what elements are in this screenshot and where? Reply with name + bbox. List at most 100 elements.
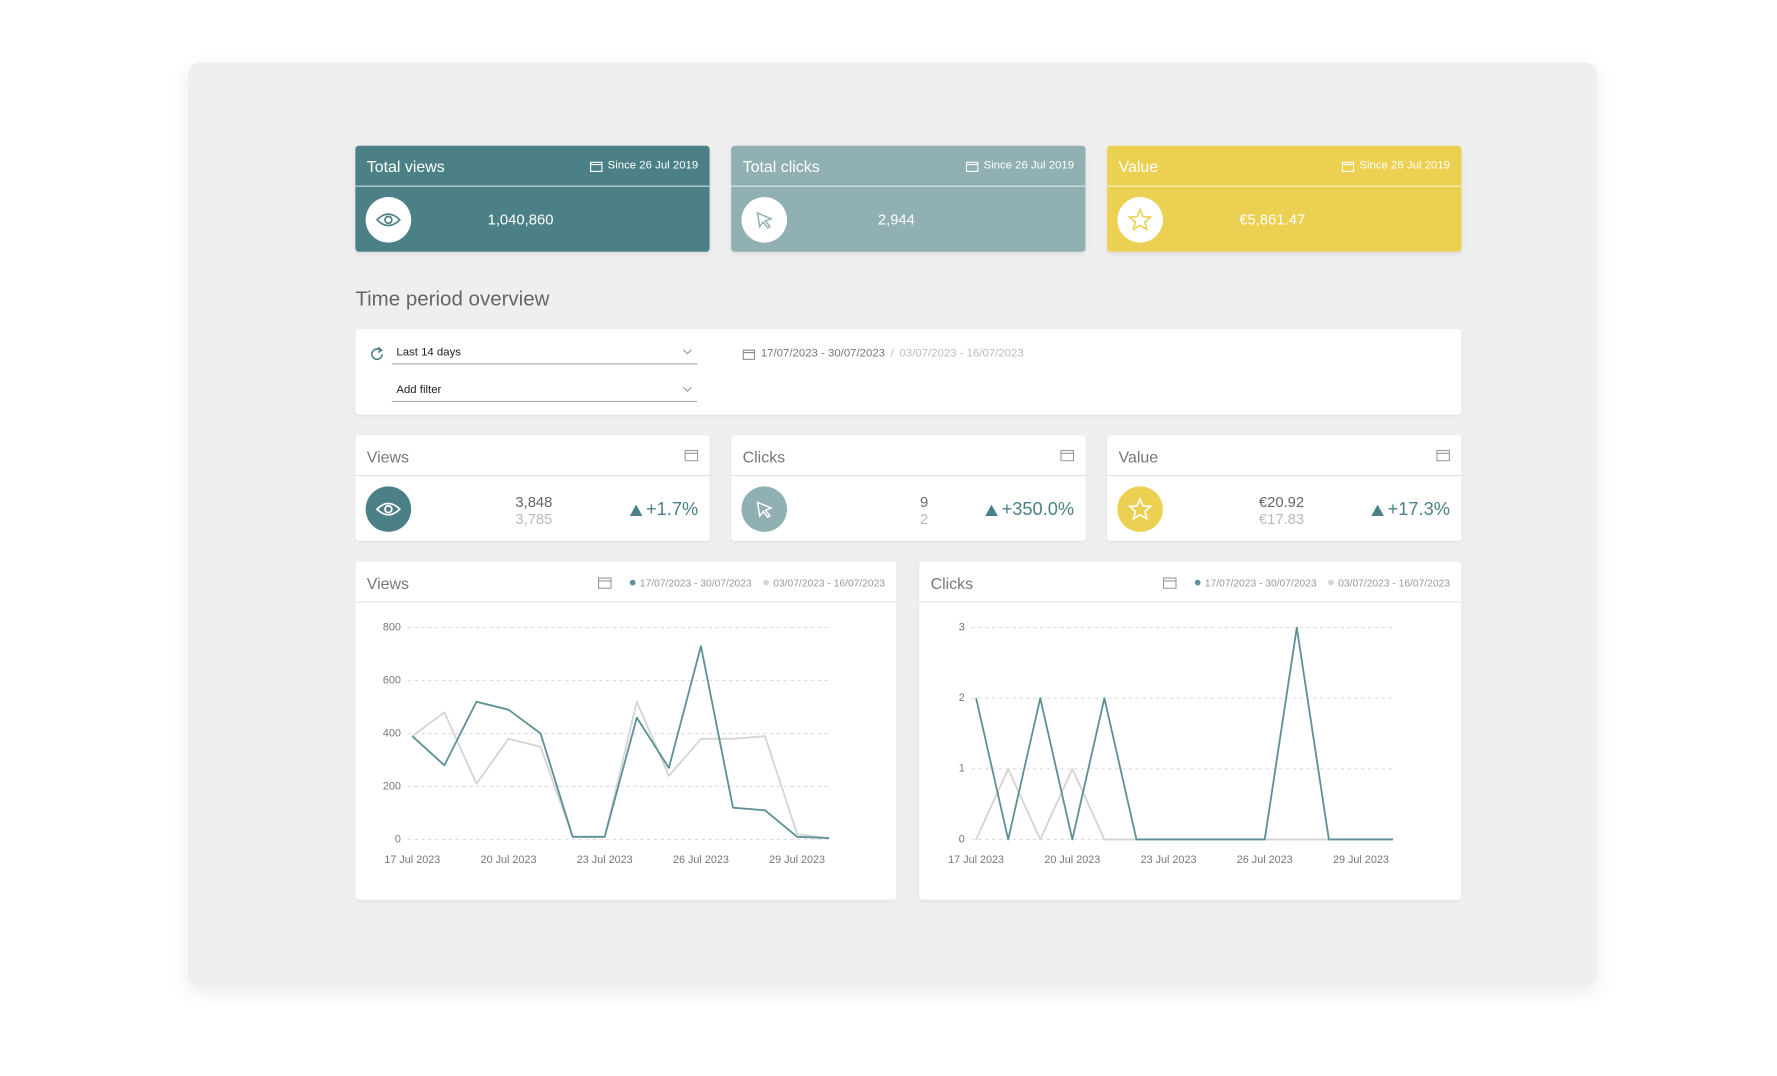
filter-box: Last 14 days Add filter 17/07/2023 - 30/… [355,329,1462,415]
calendar-icon[interactable] [1162,576,1177,589]
calendar-icon[interactable] [1436,449,1450,462]
card-header: Views [355,435,710,477]
change: +350.0% [985,500,1075,521]
y-tick-label: 0 [959,833,965,845]
y-tick-label: 2 [959,692,965,704]
legend-entry: 03/07/2023 - 16/07/2023 [1338,576,1450,589]
cursor-icon [741,197,788,243]
section-title: Time period overview [355,287,550,310]
card-title: Views [366,447,410,466]
card-value: 2,944 [877,210,915,228]
legend-entry: 17/07/2023 - 30/07/2023 [1204,576,1317,589]
calendar-icon [742,349,756,360]
x-tick-label: 29 Jul 2023 [769,854,825,866]
previous-value: 2 [920,510,929,528]
previous-value: €17.83 [1258,510,1305,528]
series-line [975,767,1393,841]
change: +1.7% [630,500,698,521]
chart: 0 200 400 600 800 17 Jul 2023 20 Jul 2023 23 Ju… [383,621,830,866]
summary-card: Total clicks Since 26 Jul 2019 2,944 [731,145,1086,252]
x-tick-label: 23 Jul 2023 [577,854,633,866]
change-text: +17.3% [1387,500,1450,520]
y-tick-label: 400 [383,727,401,739]
refresh-icon[interactable] [369,346,385,362]
stat-card: Value €20.92 €17.83 +17.3% [1107,435,1462,542]
card-header: Total views Since 26 Jul 2019 [355,146,710,187]
series-line [411,645,830,840]
legend-dot [1194,579,1201,586]
calendar-icon [1342,161,1355,172]
summary-card: Total views Since 26 Jul 2019 1,040,860 [355,145,710,252]
chevron [682,386,692,393]
up-arrow [985,504,999,516]
eye-icon [365,197,412,243]
x-tick-label: 20 Jul 2023 [1044,854,1100,866]
card-title: Value [1118,447,1159,466]
star-icon [1117,486,1163,532]
since-text: Since 26 Jul 2019 [607,159,699,172]
calendar-icon[interactable] [684,449,699,462]
series-line [411,700,830,840]
change-text: +350.0% [1001,500,1075,520]
cursor-icon [741,486,788,532]
card-header: Clicks [731,435,1086,477]
chart-title: Clicks [930,574,974,593]
period-dropdown[interactable]: Last 14 days [391,343,698,365]
card-header: Value Since 26 Jul 2019 [1107,146,1462,187]
x-tick-label: 17 Jul 2023 [948,854,1004,866]
y-tick-label: 600 [383,674,401,686]
since-text: Since 26 Jul 2019 [1359,159,1450,172]
card-title: Clicks [742,447,786,466]
legend-dot [629,579,636,586]
calendar-icon [966,161,979,172]
y-tick-label: 0 [395,833,401,845]
filter-text: Add filter [396,383,442,397]
card-title: Value [1118,157,1159,176]
since-label: Since 26 Jul 2019 [966,159,1074,172]
calendar-icon[interactable] [597,576,612,589]
eye-icon [365,486,412,532]
calendar-icon [590,161,604,172]
chart-title: Views [366,574,410,593]
calendar-icon[interactable] [1060,449,1075,462]
date-ranges: 17/07/2023 - 30/07/2023 / 03/07/2023 - 1… [742,347,1024,360]
y-tick-label: 3 [959,621,965,633]
card-title: Total clicks [742,157,820,176]
card-header: Clicks 17/07/2023 - 30/07/2023 03/07/202… [919,562,1462,603]
legend-entry: 17/07/2023 - 30/07/2023 [639,576,752,589]
card-header: Value [1107,435,1462,477]
x-tick-label: 17 Jul 2023 [384,854,440,866]
current-range: 17/07/2023 - 30/07/2023 [760,347,885,360]
legend: 17/07/2023 - 30/07/2023 03/07/2023 - 16/… [1162,576,1450,589]
change: +17.3% [1371,500,1450,521]
chart-card: 0 1 2 3 17 Jul 2023 20 Jul 2023 23 Jul 2023 26 … [919,561,1462,900]
x-tick-label: 29 Jul 2023 [1333,854,1389,866]
y-tick-label: 800 [383,621,401,633]
current-value: 9 [920,493,929,511]
y-tick-label: 1 [959,763,965,775]
card-value: €5,861.47 [1239,210,1306,228]
legend-dot [763,579,769,586]
current-value: €20.92 [1258,493,1305,511]
previous-range: 03/07/2023 - 16/07/2023 [899,347,1024,360]
x-tick-label: 23 Jul 2023 [1141,854,1197,866]
card-value: 1,040,860 [487,210,554,228]
chevron [682,349,692,355]
since-text: Since 26 Jul 2019 [983,159,1075,172]
chart-card: 0 200 400 600 800 17 Jul 2023 20 Jul 2023 23 Ju… [355,561,897,900]
previous-value: 3,785 [515,510,553,528]
x-tick-label: 20 Jul 2023 [481,854,537,866]
filter-dropdown[interactable]: Add filter [391,380,698,403]
legend-entry: 03/07/2023 - 16/07/2023 [773,576,886,589]
x-tick-label: 26 Jul 2023 [673,854,729,866]
summary-card: Value Since 26 Jul 2019 €5,861.47 [1107,145,1462,252]
up-arrow [630,504,643,516]
star-icon [1117,197,1163,243]
card-header: Views 17/07/2023 - 30/07/2023 03/07/2023… [355,562,897,603]
y-tick-label: 200 [383,780,401,792]
stat-card: Clicks 9 2 +350.0% [731,435,1086,542]
period-text: Last 14 days [396,346,461,359]
legend-dot [1327,579,1334,586]
